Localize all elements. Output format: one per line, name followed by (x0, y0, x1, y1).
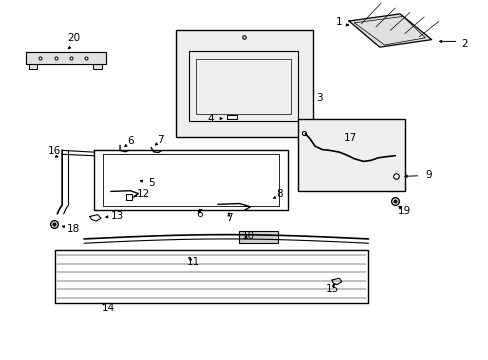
Text: 3: 3 (316, 93, 323, 103)
Text: 2: 2 (460, 39, 467, 49)
Bar (29, 64, 37, 68)
Bar (196, 59, 290, 114)
Bar (297, 119, 404, 191)
Polygon shape (348, 14, 431, 47)
Text: 6: 6 (196, 209, 203, 219)
Text: 7: 7 (225, 212, 232, 222)
Text: 15: 15 (325, 284, 338, 294)
Text: 11: 11 (186, 257, 200, 267)
Text: 6: 6 (127, 136, 134, 147)
Text: 10: 10 (242, 231, 254, 241)
Text: 13: 13 (110, 211, 123, 221)
Text: 1: 1 (335, 17, 342, 27)
Text: 12: 12 (137, 189, 150, 199)
Bar (93, 64, 102, 68)
Text: 16: 16 (48, 146, 61, 156)
Text: 20: 20 (67, 33, 80, 43)
Text: 17: 17 (343, 133, 356, 143)
Text: 8: 8 (276, 189, 283, 199)
Text: 5: 5 (147, 178, 154, 188)
Text: 4: 4 (207, 113, 213, 123)
Text: 18: 18 (66, 224, 80, 234)
Text: 7: 7 (157, 135, 164, 145)
Text: 19: 19 (397, 206, 410, 216)
Bar (176, 30, 312, 137)
Bar (188, 51, 297, 121)
Bar (238, 231, 277, 243)
Text: 14: 14 (102, 302, 115, 312)
Polygon shape (26, 52, 106, 64)
Text: 9: 9 (424, 170, 431, 180)
